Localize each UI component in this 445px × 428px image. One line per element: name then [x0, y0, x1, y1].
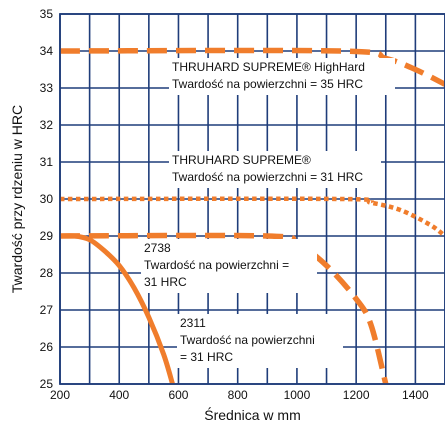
annotation-background	[169, 58, 395, 95]
annotation-background	[141, 239, 317, 293]
y-tick-label: 28	[40, 266, 54, 280]
y-tick-label: 25	[40, 377, 54, 391]
annotation-background	[169, 151, 381, 188]
annotation-text: 2311	[180, 316, 206, 330]
annotation-text: = 31 HRC	[180, 350, 233, 364]
annotation-3: 2738 Twardość na powierzchni = 31 HRC	[141, 239, 317, 293]
annotation-text: Twardość na powierzchni	[180, 333, 315, 347]
annotation-background	[177, 314, 343, 368]
y-tick-label: 31	[40, 155, 54, 169]
annotation-text: THRUHARD SUPREME®	[172, 153, 311, 167]
annotation-4: 2311 Twardość na powierzchni = 31 HRC	[177, 314, 343, 368]
annotation-text: THRUHARD SUPREME® HighHard	[172, 60, 365, 74]
y-tick-label: 27	[40, 303, 54, 317]
x-tick-label: 1000	[284, 388, 311, 402]
x-tick-label: 400	[109, 388, 129, 402]
x-tick-label: 800	[228, 388, 248, 402]
y-axis-title: Twardość przy rdzeniu w HRC	[9, 105, 25, 293]
x-axis-title: Średnica w mm	[204, 406, 300, 423]
y-tick-label: 32	[40, 118, 54, 132]
y-tick-label: 29	[40, 229, 54, 243]
y-tick-label: 34	[40, 44, 54, 58]
y-tick-label: 35	[40, 7, 54, 21]
annotation-text: Twardość na powierzchni =	[144, 258, 289, 272]
tick-labels: 200 400 600 800 1000 1200 1400 25 26 27 28 29 30 31 32…	[40, 7, 429, 402]
series-line-2	[59, 196, 445, 238]
x-tick-label: 1200	[343, 388, 370, 402]
y-tick-label: 33	[40, 81, 54, 95]
x-tick-label: 1400	[402, 388, 429, 402]
annotation-text: Twardość na powierzchni = 35 HRC	[172, 77, 363, 91]
annotation-1: THRUHARD SUPREME® HighHard Twardość na po…	[169, 58, 395, 95]
series-lines	[59, 47, 445, 385]
annotation-text: Twardość na powierzchni = 31 HRC	[172, 170, 363, 184]
series-line-1	[59, 47, 445, 87]
series-line-4	[59, 233, 175, 385]
annotation-2: THRUHARD SUPREME® Twardość na powierzchni…	[169, 151, 381, 188]
x-tick-label: 600	[168, 388, 188, 402]
annotations: THRUHARD SUPREME® HighHard Twardość na po…	[141, 58, 395, 368]
y-tick-label: 30	[40, 192, 54, 206]
plot-frame	[59, 13, 445, 385]
x-tick-label: 200	[50, 388, 70, 402]
annotation-text: 2738	[144, 241, 171, 255]
y-tick-label: 26	[40, 340, 54, 354]
annotation-text: 31 HRC	[144, 275, 187, 289]
